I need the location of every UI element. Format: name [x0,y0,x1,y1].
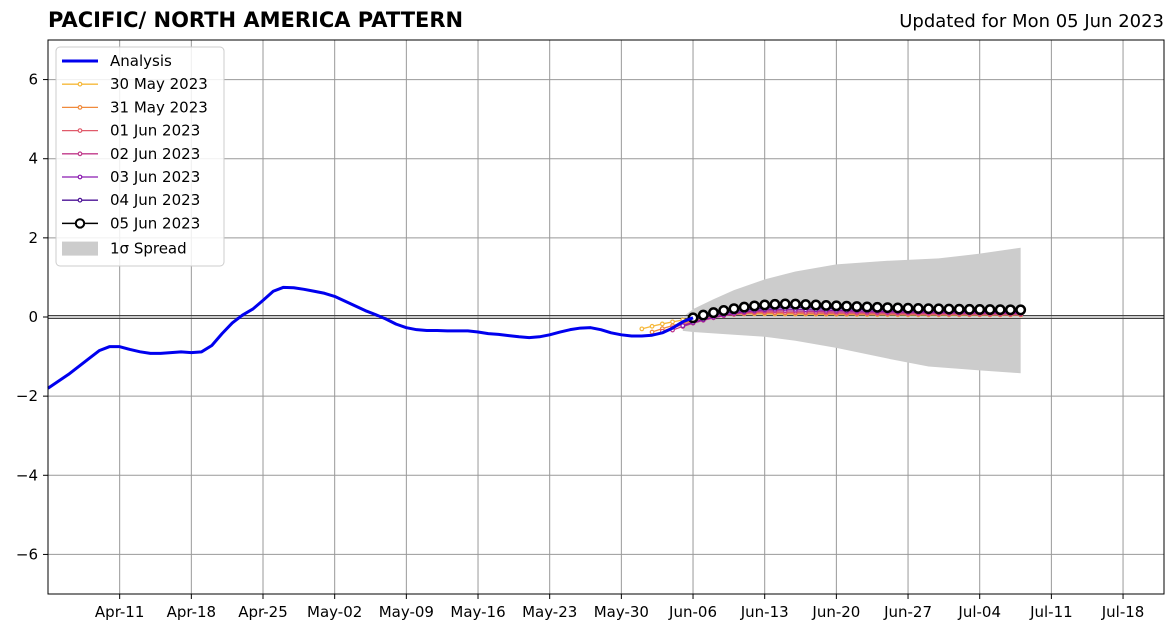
y-tick-label: 2 [28,229,38,247]
legend-marker [77,81,83,87]
forecast-point [882,302,894,314]
forecast-point [933,303,945,315]
y-tick-label: 4 [28,150,38,168]
x-tick-label: May-30 [594,603,649,621]
forecast-point [789,298,801,310]
legend: Analysis 30 May 2023 31 May 2023 01 Jun 202… [55,46,225,267]
y-tick-label: −4 [16,466,38,484]
x-tick-label: Apr-18 [167,603,217,621]
forecast-point [974,304,986,315]
legend-marker [74,218,86,229]
legend-label-forecast: 01 Jun 2023 [110,122,200,140]
forecast-point [639,326,645,332]
legend-label-analysis: Analysis [110,52,172,70]
x-tick-label: Jun-27 [883,603,932,621]
forecast-point [841,300,853,312]
forecast-point [769,298,781,310]
legend-label-forecast: 02 Jun 2023 [110,145,200,163]
forecast-point [923,303,934,315]
forecast-point [943,303,955,315]
forecast-point [779,298,791,310]
legend-marker [77,174,83,180]
plot-frame [47,39,1165,595]
forecast-point [953,303,965,315]
legend-swatch [62,241,98,256]
forecast-point [984,304,996,316]
forecast-point [810,299,822,311]
forecast-point [861,301,873,313]
forecast-point [892,302,904,314]
x-tick-label: Jul-11 [1029,603,1073,621]
legend-marker [77,128,83,134]
forecast-point [759,299,771,311]
legend-label-forecast: 04 Jun 2023 [110,191,200,209]
forecast-line [682,308,1021,327]
forecast-point [708,307,719,319]
x-tick-label: Jun-20 [811,603,860,621]
legend-marker [77,151,83,157]
forecast-point [649,329,655,335]
forecast-point [851,301,863,313]
forecast-point [800,299,812,311]
forecast-point [697,309,709,321]
forecast-point [728,303,740,315]
forecast-point [830,300,842,312]
updated-date: Updated for Mon 05 Jun 2023 [899,11,1164,32]
legend-label-forecast: 03 Jun 2023 [110,168,200,186]
legend-label-forecast: 31 May 2023 [110,98,208,116]
forecast-point [649,323,655,329]
x-tick-label: Apr-25 [238,603,288,621]
x-tick-label: May-16 [450,603,505,621]
chart-title: PACIFIC/ NORTH AMERICA PATTERN [48,8,464,32]
x-tick-label: May-09 [379,603,434,621]
forecast-point [871,301,883,313]
forecast-point [820,299,832,311]
y-tick-label: 6 [28,71,38,89]
x-tick-label: Jul-18 [1101,603,1145,621]
y-tick-label: −6 [16,545,38,563]
forecast-point [1015,304,1027,316]
legend-label-spread: 1σ Spread [110,240,187,258]
legend-box [55,46,225,267]
legend-marker [77,104,83,110]
forecast-point [994,304,1006,316]
x-tick-label: Jun-06 [668,603,717,621]
forecast-point [738,301,750,313]
forecast-point [680,323,686,329]
forecast-point [964,303,975,315]
x-tick-label: Jul-04 [957,603,1001,621]
legend-label-forecast: 30 May 2023 [110,75,208,93]
forecast-point [659,321,665,327]
forecast-series-6 [687,298,1027,324]
legend-label-forecast: 05 Jun 2023 [110,214,200,232]
forecast-point [1004,304,1016,316]
x-tick-label: May-23 [522,603,577,621]
analysis-line [47,285,694,390]
forecast-point [718,305,730,316]
legend-marker [77,197,83,203]
x-tick-label: Jun-13 [740,603,789,621]
forecast-point [912,303,924,314]
x-tick-label: Apr-11 [95,603,145,621]
forecast-point [902,302,914,314]
forecast-point [749,300,760,312]
y-tick-label: 0 [28,308,38,326]
forecast-point [670,319,675,325]
y-tick-label: −2 [16,387,38,405]
x-tick-label: May-02 [307,603,362,621]
